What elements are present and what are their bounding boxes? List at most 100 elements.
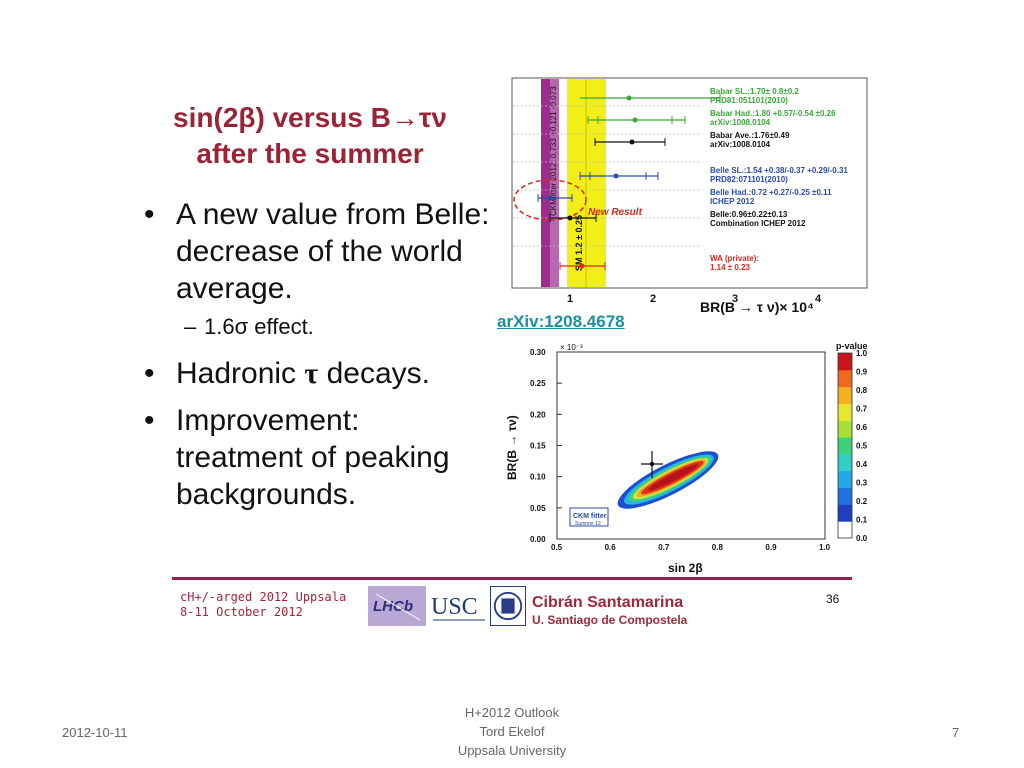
x-axis-label: sin 2β xyxy=(668,561,703,575)
x-tick: 2 xyxy=(650,293,656,305)
x-tick: 0.8 xyxy=(712,543,724,552)
colorbar-tick: 0.2 xyxy=(856,497,868,506)
colorbar-title: p-value xyxy=(836,341,868,351)
usc-logo: USC xyxy=(431,586,487,626)
colorbar-segment xyxy=(838,504,852,522)
x-tick: 1 xyxy=(567,293,573,305)
ckm-band-outer xyxy=(541,79,550,287)
colorbar-segment xyxy=(838,369,852,388)
x-tick: 4 xyxy=(815,293,822,305)
svg-text:LHCb: LHCb xyxy=(373,598,413,615)
y-tick: 0.00 xyxy=(530,535,546,544)
bullet-text: Improvement: treatment of peaking backgr… xyxy=(176,404,450,511)
university-crest-icon xyxy=(490,586,526,626)
colorbar-tick: 0.4 xyxy=(856,460,868,469)
sm-band-label: SM 1.2 ± 0.25 xyxy=(574,215,584,271)
speaker-name: Cibrán Santamarina xyxy=(532,594,684,611)
ckm-band-label: CKMfitter 2012: 0.733 +0.121 -0.073 xyxy=(549,86,558,216)
pvalue-contour xyxy=(617,451,719,509)
ckm-logo-text: CKM fitter xyxy=(573,513,607,520)
legend: Babar SL.:1.70± 0.8±0.2PRD81:051101(2010… xyxy=(710,87,848,272)
colorbar-tick: 0.9 xyxy=(856,368,868,377)
arxiv-link[interactable]: arXiv:1208.4678 xyxy=(497,312,625,331)
bullet-dot-icon: • xyxy=(144,404,155,437)
y-tick: 0.10 xyxy=(530,473,546,482)
x-axis-ticks: 0.5 0.6 0.7 0.8 0.9 1.0 xyxy=(551,543,831,552)
colorbar-tick: 0.3 xyxy=(856,479,868,488)
y-tick: 0.25 xyxy=(530,379,546,388)
bullet-item-improvement: • Improvement: treatment of peaking back… xyxy=(140,402,490,513)
legend-entry-line: arXiv:1008.0104 xyxy=(710,140,771,149)
colorbar-tick: 0.7 xyxy=(856,405,868,414)
colorbar-tick: 0.1 xyxy=(856,516,868,525)
bullet-text-prefix: Hadronic xyxy=(176,357,305,390)
measurement-belle-combined xyxy=(549,214,597,222)
colorbar-segment xyxy=(838,521,852,539)
x-tick: 1.0 xyxy=(819,543,831,552)
embedded-page-number: 36 xyxy=(826,592,840,606)
br-comparison-plot: CKMfitter 2012: 0.733 +0.121 -0.073 SM 1… xyxy=(510,76,880,316)
new-result-label: New Result xyxy=(588,207,643,218)
legend-entry-line: PRD81:051101(2010) xyxy=(710,96,788,105)
sub-bullet-text: 1.6σ effect. xyxy=(204,314,314,339)
svg-text:USC: USC xyxy=(431,594,478,620)
x-tick: 0.5 xyxy=(551,543,563,552)
x-tick: 3 xyxy=(732,293,738,305)
y-tick: 0.05 xyxy=(530,504,546,513)
bullet-text-suffix: decays. xyxy=(318,357,430,390)
banner-top-line xyxy=(172,577,852,580)
x-tick: 0.7 xyxy=(658,543,670,552)
colorbar-segment xyxy=(838,353,852,371)
colorbar-segment xyxy=(838,437,852,455)
legend-entry-line: Babar Had.:1.80 +0.57/-0.54 ±0.26 xyxy=(710,109,836,118)
legend-entry-line: Belle Had.:0.72 +0.27/-0.25 ±0.11 xyxy=(710,188,832,197)
conference-label: cH+/-arged 2012 Uppsala 8-11 October 201… xyxy=(180,590,346,620)
lhcb-logo: LHCb xyxy=(368,586,426,626)
measurement-belle-had xyxy=(537,194,573,202)
legend-entry-line: Belle SL.:1.54 +0.38/-0.37 +0.29/-0.31 xyxy=(710,166,848,175)
footer-author: Tord Ekelof xyxy=(479,724,545,739)
y-axis-label: BR(B → τν) xyxy=(505,415,519,480)
colorbar xyxy=(838,353,852,539)
measurement-point xyxy=(641,451,663,478)
legend-entry-line: Belle:0.96±0.22±0.13 xyxy=(710,210,788,219)
legend-entry-line: ICHEP 2012 xyxy=(710,197,755,206)
title-line-1: sin(2β) versus B→τν xyxy=(173,102,447,133)
bullet-text: A new value from Belle: decrease of the … xyxy=(176,198,490,305)
ckm-logo-subtext: Summer 12 xyxy=(575,521,601,527)
conference-name: cH+/-arged 2012 Uppsala xyxy=(180,590,347,604)
x-axis-label: BR(B → τ ν)× 10⁴ xyxy=(700,299,814,315)
legend-entry-line: Combination ICHEP 2012 xyxy=(710,219,806,228)
colorbar-tick: 0.0 xyxy=(856,534,868,543)
y-tick: 0.20 xyxy=(530,410,546,419)
measurement-babar-ave xyxy=(594,138,666,146)
dash-icon: – xyxy=(184,314,197,339)
bullet-item-hadronic: • Hadronic τ decays. xyxy=(140,355,490,392)
colorbar-tick: 0.6 xyxy=(856,423,868,432)
y-axis-ticks: 0.00 0.05 0.10 0.15 0.20 0.25 0.30 xyxy=(530,348,562,544)
bullet-dot-icon: • xyxy=(144,198,155,231)
measurement-world-average xyxy=(559,262,606,270)
sub-bullet-effect: – 1.6σ effect. xyxy=(140,313,490,341)
colorbar-segment xyxy=(838,420,852,438)
bullet-item-new-value: • A new value from Belle: decrease of th… xyxy=(140,196,490,307)
ckm-band-inner xyxy=(550,79,559,287)
colorbar-tick: 1.0 xyxy=(856,349,868,358)
legend-entry-line: Babar Ave.:1.76±0.49 xyxy=(710,131,790,140)
legend-entry-line: Babar SL.:1.70± 0.8±0.2 xyxy=(710,87,799,96)
tau-symbol: τ xyxy=(304,357,319,390)
legend-entry-line: WA (private): xyxy=(710,254,759,263)
x-axis-ticks: 1 2 3 4 xyxy=(567,293,822,305)
footer-date: 2012-10-11 xyxy=(62,725,128,740)
legend-entry-line: 1.14 ± 0.23 xyxy=(710,263,751,272)
colorbar-segment xyxy=(838,403,852,421)
colorbar-segment xyxy=(838,470,852,489)
colorbar-tick: 0.5 xyxy=(856,442,868,451)
legend-entry-line: PRD82:071101(2010) xyxy=(710,175,788,184)
colorbar-tick: 0.8 xyxy=(856,386,868,395)
bullet-list: • A new value from Belle: decrease of th… xyxy=(140,196,490,523)
measurement-belle-sl xyxy=(579,172,659,180)
y-tick: 0.15 xyxy=(530,442,546,451)
measurement-babar-sl xyxy=(580,94,721,102)
ckmfitter-logo: CKM fitter Summer 12 xyxy=(569,507,609,527)
